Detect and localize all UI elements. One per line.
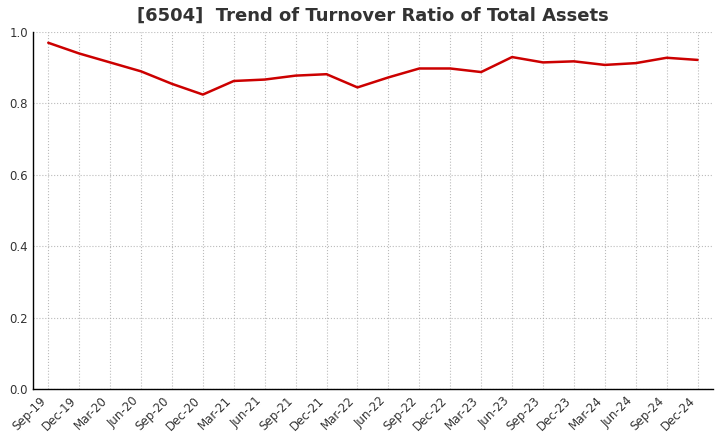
Title: [6504]  Trend of Turnover Ratio of Total Assets: [6504] Trend of Turnover Ratio of Total … [137, 7, 609, 25]
